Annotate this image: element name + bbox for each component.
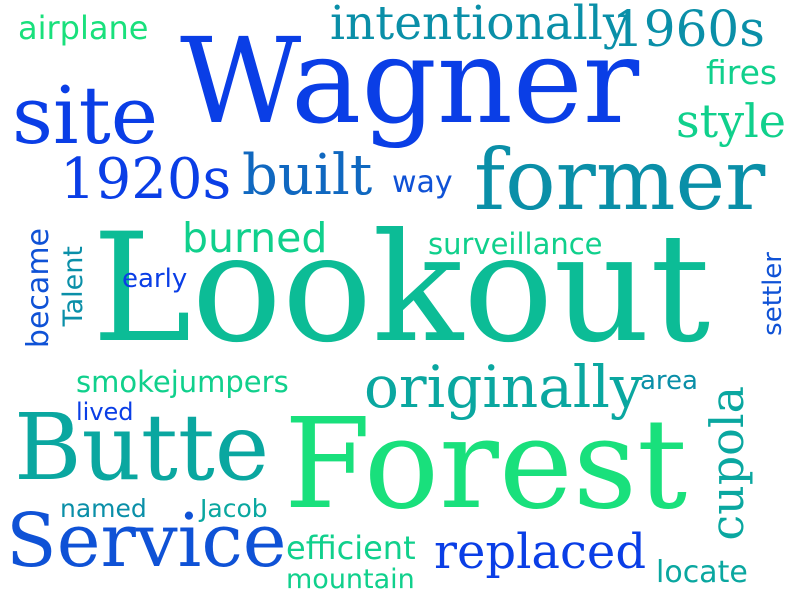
word-fires: fires — [706, 53, 778, 92]
word-airplane: airplane — [18, 9, 149, 47]
word-1920s: 1920s — [60, 147, 232, 212]
word-mountain: mountain — [286, 564, 415, 595]
word-forest: Forest — [284, 392, 688, 537]
word-former: former — [474, 131, 766, 229]
word-replaced: replaced — [434, 524, 647, 580]
word-1960s: 1960s — [612, 0, 765, 58]
word-became: became — [21, 228, 56, 349]
word-settler: settler — [758, 252, 788, 336]
word-lived: lived — [76, 398, 134, 426]
word-early: early — [122, 264, 188, 294]
word-efficient: efficient — [286, 529, 416, 567]
word-area: area — [640, 366, 698, 396]
word-built: built — [242, 143, 373, 208]
word-jacob: Jacob — [200, 494, 268, 523]
word-originally: originally — [364, 353, 643, 421]
word-style: style — [676, 94, 787, 148]
word-cupola: cupola — [700, 386, 754, 541]
word-burned: burned — [182, 214, 328, 262]
word-service: Service — [6, 498, 287, 584]
word-butte: Butte — [14, 394, 270, 501]
word-intentionally: intentionally — [330, 0, 630, 51]
word-locate: locate — [656, 555, 748, 590]
word-way: way — [392, 165, 453, 200]
word-named: named — [60, 494, 147, 523]
word-talent: Talent — [58, 246, 89, 327]
word-site: site — [12, 69, 159, 162]
word-smokejumpers: smokejumpers — [76, 365, 289, 399]
word-surveillance: surveillance — [428, 227, 603, 261]
word-lookout: Lookout — [92, 202, 711, 376]
word-wagner: Wagner — [180, 12, 640, 150]
